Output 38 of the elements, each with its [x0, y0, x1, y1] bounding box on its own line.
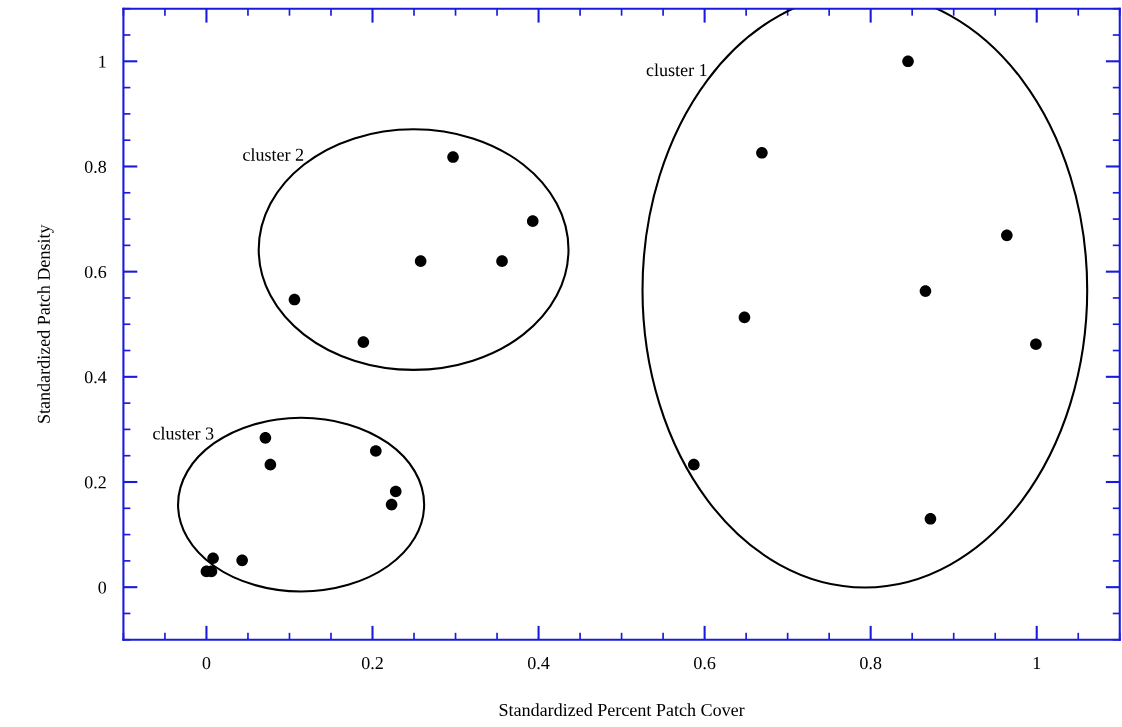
- y-tick-label: 0.2: [84, 476, 106, 489]
- y-tick-label: 0.8: [84, 160, 107, 173]
- point: [357, 336, 370, 348]
- x-axis-title: Standardized Percent Patch Cover: [499, 703, 745, 717]
- x-tick-label: 1: [1033, 657, 1041, 669]
- x-tick-label: 0.4: [527, 656, 550, 670]
- point: [496, 255, 508, 267]
- point: [385, 498, 398, 511]
- point: [738, 311, 751, 324]
- point: [389, 485, 402, 498]
- point: [919, 285, 932, 297]
- point: [259, 432, 272, 444]
- point: [526, 215, 539, 227]
- y-tick-label: 0: [98, 581, 107, 594]
- point: [207, 552, 219, 565]
- y-axis-title: Standardized Patch Density: [37, 224, 54, 423]
- point: [924, 513, 937, 525]
- annotation: cluster 1: [646, 63, 707, 77]
- point: [288, 293, 301, 306]
- annotation: cluster 2: [243, 148, 304, 161]
- point: [264, 458, 277, 471]
- point: [370, 445, 382, 457]
- x-tick-label: 0.6: [694, 656, 716, 670]
- point: [447, 151, 459, 163]
- y-tick-label: 0.4: [84, 371, 107, 384]
- x-tick-label: 0.8: [860, 656, 882, 670]
- x-tick-label: 0.2: [361, 656, 383, 670]
- annotation: cluster 3: [153, 426, 214, 440]
- point: [902, 55, 914, 68]
- x-tick-label: 0: [202, 656, 211, 670]
- y-tick-label: 0.6: [84, 265, 107, 279]
- point: [1030, 338, 1042, 351]
- point: [236, 554, 248, 567]
- point: [688, 458, 700, 471]
- point: [414, 255, 427, 267]
- point: [1001, 229, 1013, 242]
- point: [756, 147, 768, 159]
- y-tick-label: 1: [99, 55, 106, 68]
